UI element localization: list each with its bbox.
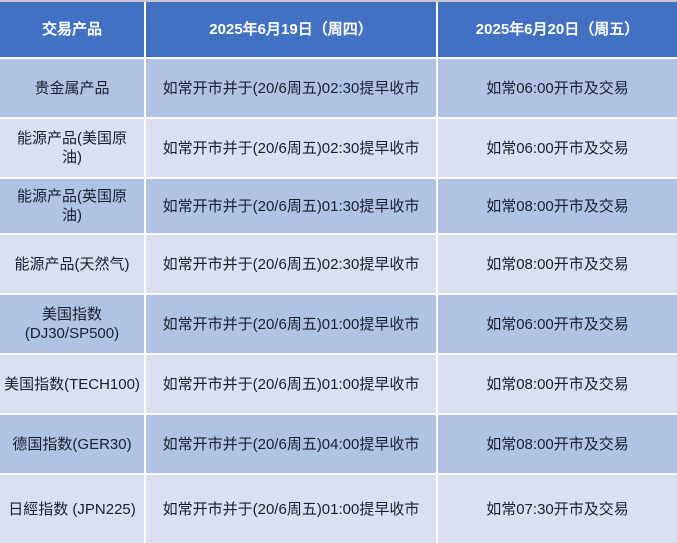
jun20-schedule-cell: 如常08:00开市及交易 [438,355,677,413]
product-cell: 能源产品(天然气) [0,235,144,293]
jun20-schedule-cell: 如常08:00开市及交易 [438,179,677,233]
header-jun20-column: 2025年6月20日（周五） [438,2,677,57]
product-cell: 美国指数(TECH100) [0,355,144,413]
jun19-schedule-cell: 如常开市并于(20/6周五)01:30提早收市 [146,179,436,233]
jun20-schedule-cell: 如常06:00开市及交易 [438,119,677,177]
jun19-schedule-cell: 如常开市并于(20/6周五)04:00提早收市 [146,415,436,473]
header-product-column: 交易产品 [0,2,144,57]
product-cell: 能源产品(英国原油) [0,179,144,233]
jun19-schedule-cell: 如常开市并于(20/6周五)02:30提早收市 [146,119,436,177]
product-cell: 德国指数(GER30) [0,415,144,473]
jun20-schedule-cell: 如常06:00开市及交易 [438,295,677,353]
jun19-schedule-cell: 如常开市并于(20/6周五)01:00提早收市 [146,355,436,413]
header-jun19-column: 2025年6月19日（周四） [146,2,436,57]
jun20-schedule-cell: 如常08:00开市及交易 [438,415,677,473]
jun20-schedule-cell: 如常06:00开市及交易 [438,59,677,117]
product-cell: 能源产品(美国原油) [0,119,144,177]
jun19-schedule-cell: 如常开市并于(20/6周五)02:30提早收市 [146,59,436,117]
jun19-schedule-cell: 如常开市并于(20/6周五)02:30提早收市 [146,235,436,293]
product-cell: 美国指数(DJ30/SP500) [0,295,144,353]
jun20-schedule-cell: 如常07:30开市及交易 [438,475,677,543]
jun19-schedule-cell: 如常开市并于(20/6周五)01:00提早收市 [146,295,436,353]
jun20-schedule-cell: 如常08:00开市及交易 [438,235,677,293]
product-cell: 贵金属产品 [0,59,144,117]
jun19-schedule-cell: 如常开市并于(20/6周五)01:00提早收市 [146,475,436,543]
product-cell: 日經指数 (JPN225) [0,475,144,543]
